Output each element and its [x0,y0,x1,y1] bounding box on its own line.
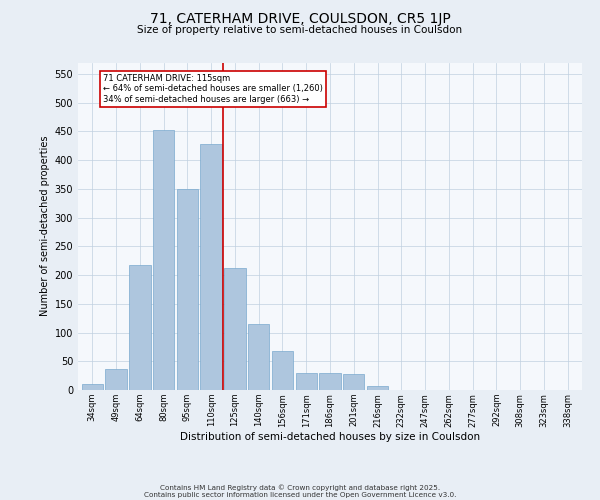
Text: 71 CATERHAM DRIVE: 115sqm
← 64% of semi-detached houses are smaller (1,260)
34% : 71 CATERHAM DRIVE: 115sqm ← 64% of semi-… [103,74,323,104]
Bar [248,324,269,390]
Bar [296,373,317,390]
Y-axis label: Number of semi-detached properties: Number of semi-detached properties [40,136,50,316]
Bar [82,384,103,390]
Text: 71, CATERHAM DRIVE, COULSDON, CR5 1JP: 71, CATERHAM DRIVE, COULSDON, CR5 1JP [149,12,451,26]
Bar [343,374,364,390]
Bar [153,130,174,390]
Bar [106,368,127,390]
Bar [224,268,245,390]
X-axis label: Distribution of semi-detached houses by size in Coulsdon: Distribution of semi-detached houses by … [180,432,480,442]
Bar [319,373,341,390]
Bar [176,189,198,390]
Text: Size of property relative to semi-detached houses in Coulsdon: Size of property relative to semi-detach… [137,25,463,35]
Bar [272,351,293,390]
Bar [129,264,151,390]
Bar [200,144,222,390]
Bar [367,386,388,390]
Text: Contains HM Land Registry data © Crown copyright and database right 2025.
Contai: Contains HM Land Registry data © Crown c… [144,484,456,498]
